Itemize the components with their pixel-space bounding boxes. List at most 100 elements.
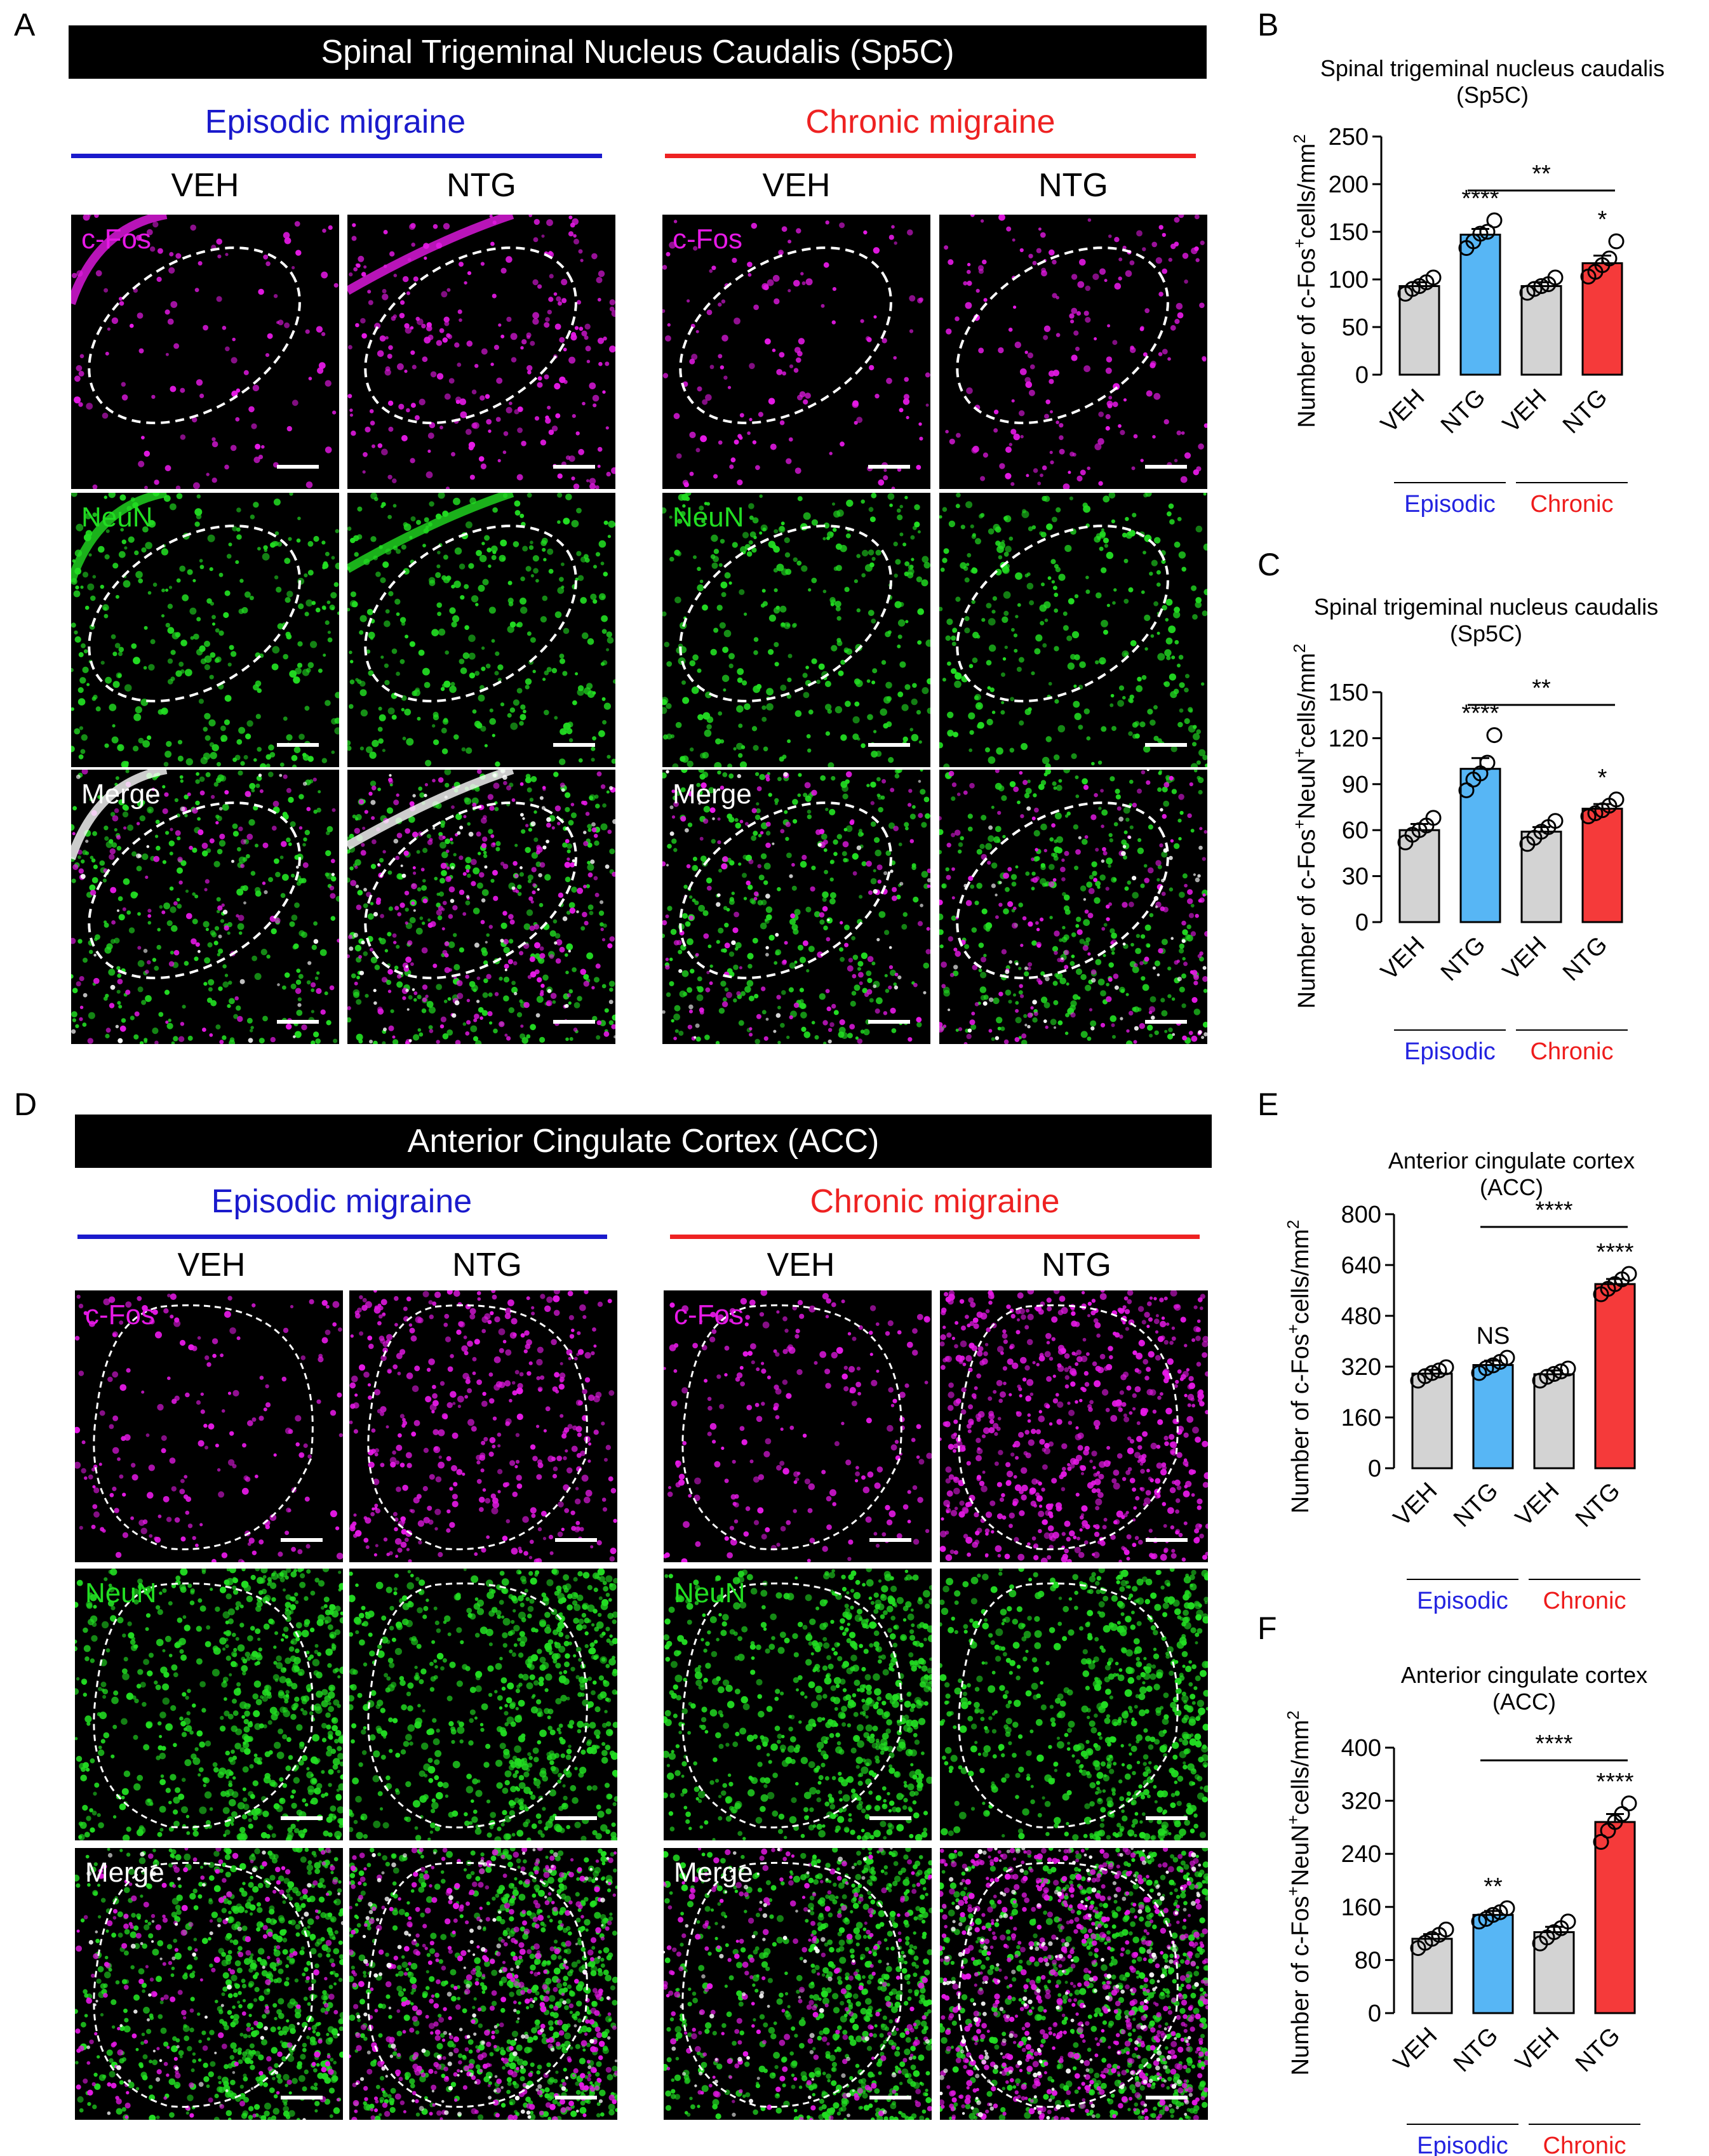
y-tick-label: 160 [1341, 1894, 1381, 1921]
micrograph-image [347, 215, 615, 489]
micrograph-neun-ntg-episodic-a [347, 493, 615, 767]
micrograph-image [940, 1848, 1208, 2120]
bar-veh-chronic [1534, 1932, 1574, 2013]
y-tick-label: 480 [1341, 1303, 1381, 1330]
group-label-chronic: Chronic [1531, 1038, 1614, 1065]
y-axis-label: Number of c-Fos+cells/mm2 [1290, 134, 1320, 428]
x-tick-label: VEH [1510, 2023, 1564, 2077]
significance-label: * [1598, 765, 1607, 791]
y-axis-label: Number of c-Fos+NeuN+cells/mm2 [1290, 644, 1320, 1009]
chart-f-svg: Anterior cingulate cortex(ACC)0801602403… [1264, 1632, 1702, 2153]
x-tick-label: NTG [1571, 1478, 1625, 1532]
x-tick-label: NTG [1558, 384, 1612, 439]
chronic-group-title-d: Chronic migraine [668, 1182, 1202, 1221]
data-point [1487, 213, 1501, 227]
group-label-chronic: Chronic [1543, 2133, 1626, 2156]
chart-title-sub: (Sp5C) [1456, 82, 1529, 108]
micrograph-image [662, 770, 930, 1044]
micrograph-cfos-veh-episodic-a: c-Fos [71, 215, 339, 489]
x-tick-label: NTG [1436, 932, 1491, 986]
chart-e-svg: Anterior cingulate cortex(ACC)0160320480… [1264, 1118, 1702, 1613]
episodic-group-line-a [71, 154, 602, 158]
chart-title-sub: (Sp5C) [1450, 620, 1522, 646]
y-tick-label: 80 [1355, 1947, 1381, 1974]
chart-title: Anterior cingulate cortex [1401, 1662, 1647, 1688]
micrograph-image [664, 1569, 932, 1840]
stain-label-merge: Merge [674, 1857, 753, 1889]
chart-title: Anterior cingulate cortex [1388, 1148, 1635, 1174]
y-tick-label: 30 [1342, 864, 1369, 890]
sp5c-banner: Spinal Trigeminal Nucleus Caudalis (Sp5C… [69, 25, 1207, 79]
comparison-label: ** [1532, 675, 1551, 702]
chart-title-sub: (ACC) [1492, 1689, 1556, 1715]
x-tick-label: VEH [1376, 932, 1430, 986]
x-tick-label: VEH [1498, 932, 1552, 986]
micrograph-merge-ntg-episodic-a [347, 770, 615, 1044]
col-label-veh-episodic-d: VEH [77, 1246, 345, 1284]
micrograph-image [939, 215, 1207, 489]
micrograph-merge-ntg-chronic-a [939, 770, 1207, 1044]
x-tick-label: NTG [1449, 1478, 1503, 1532]
micrograph-image [662, 215, 930, 489]
comparison-label: **** [1535, 1731, 1572, 1757]
micrograph-image [347, 770, 615, 1044]
panel-letter-d: D [14, 1086, 37, 1123]
bar-ntg-episodic [1461, 769, 1500, 922]
stain-label-cfos: c-Fos [81, 224, 151, 255]
significance-label: **** [1596, 1239, 1633, 1266]
y-tick-label: 90 [1342, 772, 1369, 798]
micrograph-image [939, 770, 1207, 1044]
col-label-ntg-episodic-a: NTG [347, 166, 615, 204]
micrograph-image [349, 1290, 617, 1562]
bar-ntg-chronic [1583, 264, 1622, 375]
x-tick-label: VEH [1376, 384, 1430, 438]
micrograph-merge-veh-chronic-d: Merge [664, 1848, 932, 2120]
chronic-group-line-a [665, 154, 1196, 158]
stain-label-cfos: c-Fos [85, 1299, 155, 1331]
stain-label-neun: NeuN [81, 502, 153, 533]
significance-label: ** [1484, 1873, 1503, 1900]
stain-label-merge: Merge [85, 1857, 164, 1889]
micrograph-image [939, 493, 1207, 767]
episodic-group-title-a: Episodic migraine [69, 103, 602, 141]
micrograph-image [75, 1569, 343, 1840]
micrograph-image [940, 1290, 1208, 1562]
micrograph-cfos-ntg-chronic-d [940, 1290, 1208, 1562]
micrograph-cfos-veh-episodic-d: c-Fos [75, 1290, 343, 1562]
col-label-ntg-chronic-d: NTG [942, 1246, 1210, 1284]
micrograph-merge-veh-episodic-d: Merge [75, 1848, 343, 2120]
micrograph-image [664, 1290, 932, 1562]
y-tick-label: 0 [1368, 1456, 1381, 1482]
x-tick-label: NTG [1558, 932, 1612, 986]
col-label-veh-chronic-a: VEH [662, 166, 930, 204]
group-label-episodic: Episodic [1417, 2133, 1508, 2156]
chart-b: Spinal trigeminal nucleus caudalis(Sp5C)… [1264, 25, 1702, 514]
x-tick-label: VEH [1510, 1478, 1564, 1532]
y-tick-label: 160 [1341, 1405, 1381, 1431]
micrograph-neun-veh-chronic-a: NeuN [662, 493, 930, 767]
x-tick-label: VEH [1498, 384, 1552, 438]
y-axis-label: Number of c-Fos+NeuN+cells/mm2 [1283, 1711, 1314, 2076]
x-tick-label: VEH [1388, 1478, 1442, 1532]
y-tick-label: 400 [1341, 1735, 1381, 1762]
x-tick-label: NTG [1571, 2023, 1625, 2077]
group-label-episodic: Episodic [1404, 1038, 1496, 1065]
panel-letter-a: A [14, 6, 35, 43]
y-tick-label: 240 [1341, 1841, 1381, 1868]
y-tick-label: 100 [1329, 267, 1369, 293]
micrograph-cfos-veh-chronic-a: c-Fos [662, 215, 930, 489]
y-tick-label: 0 [1355, 909, 1369, 936]
y-tick-label: 800 [1341, 1202, 1381, 1228]
micrograph-cfos-ntg-episodic-a [347, 215, 615, 489]
stain-label-merge: Merge [81, 779, 161, 810]
stain-label-neun: NeuN [673, 502, 744, 533]
significance-label: **** [1461, 185, 1499, 212]
y-tick-label: 0 [1368, 2000, 1381, 2027]
y-tick-label: 250 [1329, 124, 1369, 151]
episodic-group-line-d [77, 1235, 607, 1239]
bar-ntg-chronic [1583, 808, 1622, 922]
chronic-group-title-a: Chronic migraine [664, 103, 1197, 141]
significance-label: * [1598, 206, 1607, 233]
chart-c-svg: Spinal trigeminal nucleus caudalis(Sp5C)… [1264, 572, 1702, 1080]
stain-label-neun: NeuN [85, 1577, 157, 1609]
